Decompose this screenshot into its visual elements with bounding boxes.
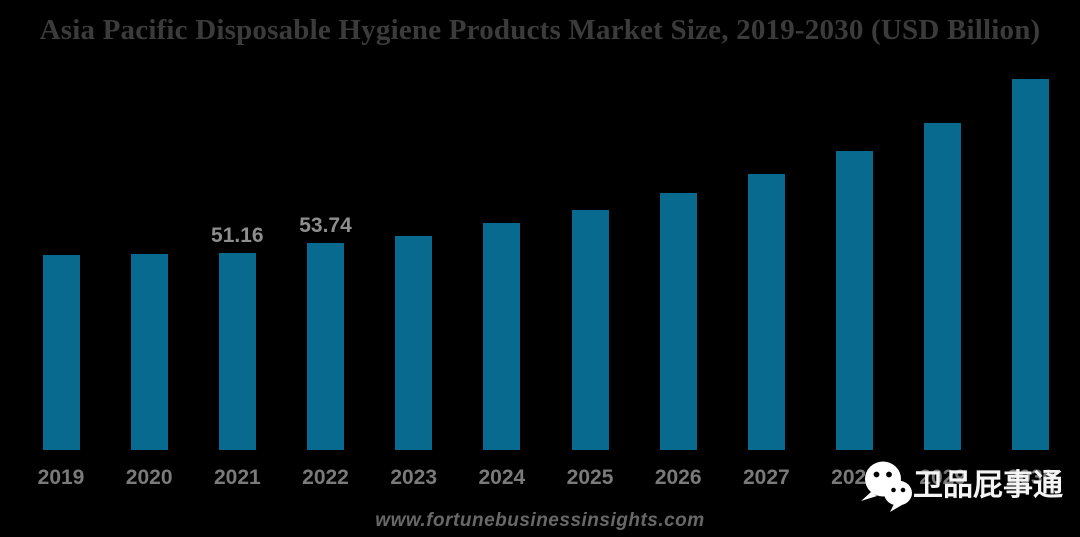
chart-title: Asia Pacific Disposable Hygiene Products… (39, 14, 1041, 46)
bar-2025 (571, 210, 609, 450)
x-axis-label-2021: 2021 (213, 466, 261, 489)
x-axis-label-2029: 2029 (919, 466, 967, 489)
x-axis-label-2019: 2019 (37, 466, 85, 489)
bar-2023 (395, 235, 433, 450)
bar-2027 (747, 174, 785, 450)
bar-2022 (307, 243, 344, 450)
x-axis-label-2020: 2020 (125, 466, 173, 489)
wechat-icon (861, 461, 912, 512)
x-axis-label-2025: 2025 (566, 466, 614, 489)
watermark-text: 卫品屁事通 (913, 469, 1063, 502)
bar-2019 (42, 254, 80, 450)
data-label-2022: 53.74 (299, 214, 352, 238)
watermark: 卫品屁事通 (850, 452, 1080, 527)
bar-2028 (836, 151, 874, 450)
bar-2020 (130, 253, 168, 450)
x-axis-label-2026: 2026 (654, 466, 702, 489)
x-axis-label-2022: 2022 (302, 466, 349, 489)
x-axis-label-2024: 2024 (478, 466, 526, 489)
data-label-2021: 51.16 (211, 224, 264, 248)
x-axis-label-2023: 2023 (390, 466, 438, 489)
bar-2024 (483, 223, 521, 450)
bar-2029 (924, 123, 962, 450)
source-url: www.fortunebusinessinsights.com (375, 510, 705, 531)
bar-2021 (218, 253, 256, 450)
bar-2026 (659, 193, 697, 450)
bar-2030 (1012, 79, 1050, 450)
x-axis-label-2027: 2027 (743, 466, 790, 489)
x-axis-label-2030: 2030 (1007, 466, 1055, 489)
